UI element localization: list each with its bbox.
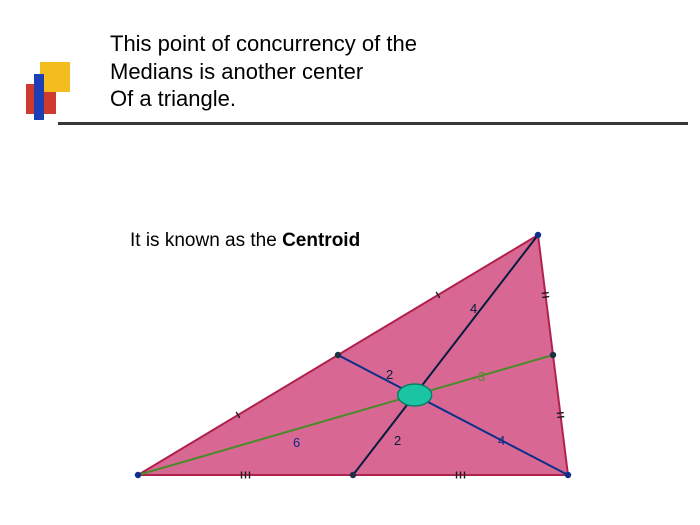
centroid-figure: 4 2 2 6 3 4	[118, 195, 618, 495]
segment-label: 3	[478, 369, 485, 384]
title-line: Of a triangle.	[110, 85, 630, 113]
midpoint-Mab	[350, 472, 356, 478]
tick-mark	[542, 293, 549, 294]
slide-logo	[26, 62, 76, 122]
tick-mark	[557, 417, 564, 418]
segment-label: 6	[293, 435, 300, 450]
title-line: This point of concurrency of the	[110, 30, 630, 58]
divider-line	[58, 122, 688, 125]
segment-label: 2	[386, 367, 393, 382]
segment-label: 2	[394, 433, 401, 448]
vertex-C	[535, 232, 541, 238]
segment-label: 4	[470, 301, 477, 316]
vertex-A	[135, 472, 141, 478]
title-line: Medians is another center	[110, 58, 630, 86]
body: It is known as the Centroid 422634	[0, 140, 700, 525]
tick-mark	[542, 297, 549, 298]
segment-label: 4	[498, 433, 505, 448]
midpoint-Mbc	[550, 352, 556, 358]
vertex-B	[565, 472, 571, 478]
centroid-marker	[398, 384, 432, 406]
title-block: This point of concurrency of theMedians …	[110, 30, 630, 113]
tick-mark	[557, 413, 564, 414]
slide: This point of concurrency of theMedians …	[0, 0, 700, 525]
figure-svg: 4 2 2 6 3 4	[118, 195, 618, 495]
logo-svg	[26, 62, 76, 122]
midpoint-Mca	[335, 352, 341, 358]
